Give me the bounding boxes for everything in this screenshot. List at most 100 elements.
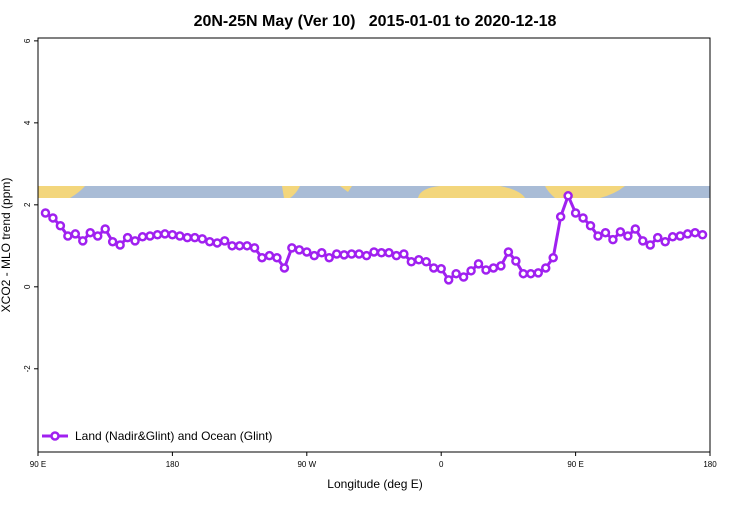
data-point (600, 227, 611, 238)
data-point (287, 243, 297, 253)
data-point (473, 259, 484, 269)
data-point (496, 261, 506, 271)
plot-frame (37, 37, 711, 453)
data-point (548, 252, 558, 263)
data-point (511, 256, 521, 266)
data-point (331, 249, 342, 259)
y-tick-label: 2 (23, 202, 32, 207)
y-tick-label: -2 (23, 365, 32, 373)
data-point (361, 250, 372, 261)
data-point (630, 224, 641, 234)
data-point (667, 232, 678, 242)
data-point (339, 250, 349, 260)
data-point (391, 250, 402, 261)
data-point (697, 230, 708, 240)
data-point (593, 231, 603, 241)
data-point (63, 231, 73, 241)
data-point (533, 268, 544, 278)
map-strip (38, 186, 710, 198)
data-point (272, 252, 282, 263)
data-point (443, 275, 454, 285)
data-point (675, 231, 685, 241)
data-point (406, 257, 417, 267)
data-point (540, 263, 551, 273)
data-point (690, 227, 700, 238)
data-point (428, 263, 439, 273)
x-tick-label: 180 (703, 460, 717, 469)
data-point (152, 230, 163, 240)
data-point (578, 213, 588, 223)
data-point (167, 230, 178, 240)
x-axis-label: Longitude (deg E) (327, 477, 422, 491)
data-point (107, 236, 118, 247)
data-point (555, 211, 566, 222)
data-point (70, 229, 81, 239)
data-point (48, 213, 58, 223)
x-tick-label: 90 E (30, 460, 46, 469)
data-point (324, 252, 334, 263)
data-point (585, 220, 596, 231)
y-tick-label: 4 (23, 120, 32, 125)
data-point (563, 191, 573, 201)
data-point (279, 263, 290, 273)
data-point (160, 229, 170, 239)
data-point (100, 224, 110, 234)
data-point (354, 249, 364, 259)
x-tick-label: 0 (439, 460, 444, 469)
x-tick-label: 90 W (297, 460, 316, 469)
data-point (92, 231, 103, 241)
data-point (234, 241, 245, 251)
data-point (623, 231, 633, 241)
data-point (376, 248, 387, 258)
data-point (182, 232, 193, 243)
data-point (115, 240, 125, 250)
data-point (346, 249, 357, 259)
data-point (645, 240, 656, 250)
data-point (570, 208, 581, 218)
data-point (458, 272, 469, 282)
data-point (369, 247, 379, 257)
data-point (436, 264, 446, 274)
data-point (638, 236, 648, 246)
data-point (257, 252, 267, 263)
data-point (399, 249, 409, 259)
data-point (414, 255, 424, 265)
data-point (130, 236, 140, 246)
data-point (309, 250, 320, 261)
y-tick-label: 6 (23, 38, 32, 43)
data-point (85, 227, 96, 238)
x-tick-label: 180 (166, 460, 180, 469)
data-point (78, 236, 88, 246)
data-point (212, 238, 222, 248)
chart-title: 20N-25N May (Ver 10) 2015-01-01 to 2020-… (194, 13, 557, 30)
data-point (197, 234, 208, 244)
data-point (682, 229, 693, 239)
data-point (249, 243, 260, 253)
data-point (145, 231, 155, 241)
data-point (503, 247, 514, 257)
y-axis-label: XCO2 - MLO trend (ppm) (0, 178, 13, 313)
data-point (190, 232, 200, 243)
data-point (608, 234, 618, 245)
data-point (242, 241, 252, 251)
data-point (227, 241, 237, 251)
data-point (219, 236, 230, 246)
data-point (526, 268, 536, 279)
data-point (481, 265, 491, 275)
data-point (175, 231, 185, 241)
data-point (488, 263, 499, 273)
data-point (122, 232, 133, 243)
data-point (615, 227, 626, 237)
data-point (384, 248, 394, 258)
data-point (421, 257, 432, 267)
data-point (466, 266, 476, 276)
data-point (137, 232, 148, 242)
data-point (302, 247, 312, 257)
data-point (55, 220, 66, 231)
data-point (204, 236, 215, 247)
data-point (652, 232, 663, 243)
legend-marker (50, 431, 60, 441)
data-point (316, 248, 327, 258)
data-point (660, 236, 670, 247)
